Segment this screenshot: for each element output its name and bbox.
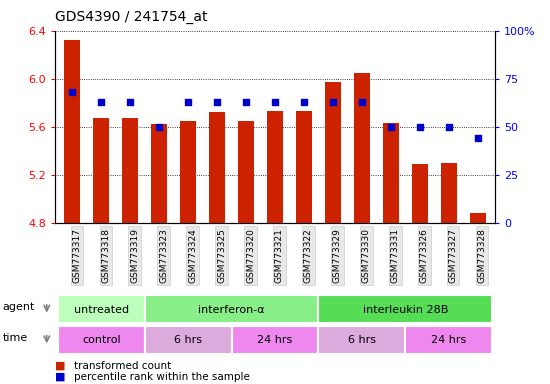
Text: GSM773320: GSM773320: [246, 228, 255, 283]
Point: [328, 99, 337, 105]
Text: GSM773322: GSM773322: [304, 228, 313, 283]
Text: GSM773323: GSM773323: [159, 228, 168, 283]
Text: GSM773330: GSM773330: [362, 228, 371, 283]
FancyBboxPatch shape: [318, 326, 405, 354]
Text: 6 hrs: 6 hrs: [174, 335, 202, 345]
FancyBboxPatch shape: [58, 326, 145, 354]
Text: interleukin 28B: interleukin 28B: [362, 305, 448, 314]
Bar: [354, 73, 370, 223]
Text: ■: ■: [55, 361, 65, 371]
Text: GSM773317: GSM773317: [73, 228, 81, 283]
FancyBboxPatch shape: [145, 295, 318, 323]
Bar: [412, 164, 428, 223]
Point: [241, 99, 250, 105]
Text: GSM773326: GSM773326: [420, 228, 429, 283]
Text: GSM773325: GSM773325: [217, 228, 226, 283]
Text: agent: agent: [3, 302, 35, 312]
Point: [473, 135, 482, 141]
Text: GSM773327: GSM773327: [449, 228, 458, 283]
Point: [300, 99, 309, 105]
Point: [126, 99, 135, 105]
Text: GSM773318: GSM773318: [101, 228, 111, 283]
Text: transformed count: transformed count: [74, 361, 172, 371]
Point: [387, 124, 395, 130]
Text: ■: ■: [55, 372, 65, 382]
Text: GSM773319: GSM773319: [130, 228, 139, 283]
Text: interferon-α: interferon-α: [198, 305, 265, 314]
Text: GSM773329: GSM773329: [333, 228, 342, 283]
Text: percentile rank within the sample: percentile rank within the sample: [74, 372, 250, 382]
Point: [184, 99, 192, 105]
Point: [271, 99, 279, 105]
Bar: [470, 213, 486, 223]
Text: GSM773321: GSM773321: [275, 228, 284, 283]
Bar: [151, 124, 167, 223]
Text: GSM773324: GSM773324: [188, 228, 197, 283]
FancyBboxPatch shape: [405, 326, 492, 354]
FancyBboxPatch shape: [58, 295, 145, 323]
Text: 6 hrs: 6 hrs: [348, 335, 376, 345]
Bar: [180, 121, 196, 223]
Bar: [267, 111, 283, 223]
Point: [213, 99, 222, 105]
Bar: [94, 118, 109, 223]
Bar: [238, 121, 254, 223]
Text: 24 hrs: 24 hrs: [257, 335, 293, 345]
Point: [68, 89, 77, 95]
Bar: [64, 40, 80, 223]
Text: untreated: untreated: [74, 305, 129, 314]
Bar: [296, 111, 312, 223]
Text: GSM773328: GSM773328: [477, 228, 487, 283]
Text: control: control: [82, 335, 120, 345]
FancyBboxPatch shape: [232, 326, 318, 354]
FancyBboxPatch shape: [145, 326, 232, 354]
Bar: [122, 118, 138, 223]
Point: [444, 124, 453, 130]
Point: [358, 99, 366, 105]
Text: GSM773331: GSM773331: [391, 228, 400, 283]
Bar: [325, 82, 341, 223]
FancyBboxPatch shape: [318, 295, 492, 323]
Bar: [209, 113, 225, 223]
Point: [97, 99, 106, 105]
Point: [155, 124, 163, 130]
Bar: [383, 123, 399, 223]
Text: time: time: [3, 333, 28, 343]
Text: GDS4390 / 241754_at: GDS4390 / 241754_at: [55, 10, 207, 23]
Bar: [441, 163, 456, 223]
Point: [415, 124, 424, 130]
Text: 24 hrs: 24 hrs: [431, 335, 466, 345]
